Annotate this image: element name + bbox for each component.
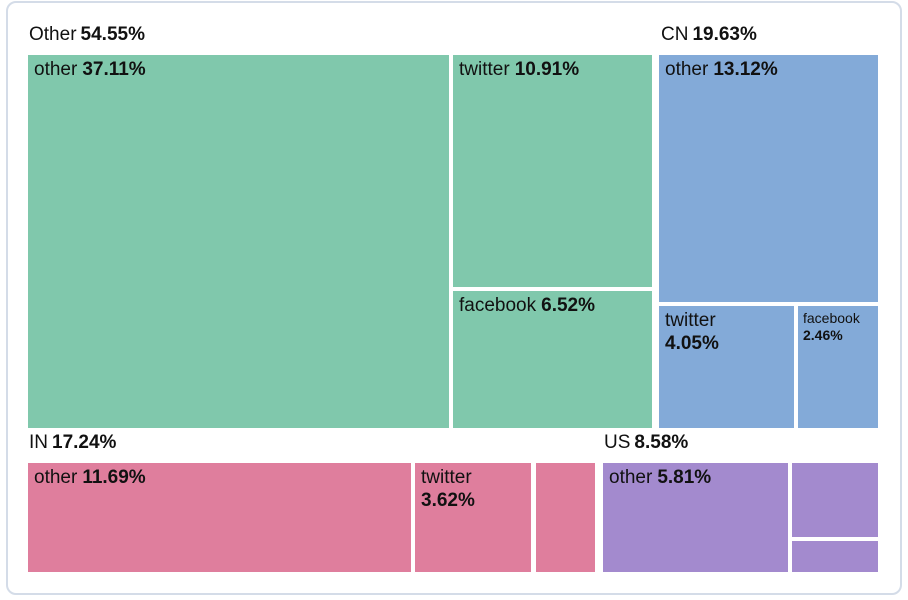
tile-label: facebook — [459, 295, 537, 316]
group-label: IN — [29, 432, 48, 453]
group-header-cn: CN 19.63% — [661, 24, 757, 46]
tile-in-other[interactable]: other 11.69% — [28, 463, 411, 572]
tile-percent: 13.12% — [713, 59, 778, 80]
tile-label: twitter — [421, 467, 472, 488]
group-header-us: US 8.58% — [604, 432, 688, 454]
tile-cn-other[interactable]: other 13.12% — [659, 55, 878, 302]
tile-other-other[interactable]: other 37.11% — [28, 55, 449, 428]
group-percent: 17.24% — [52, 432, 117, 453]
group-header-other: Other 54.55% — [29, 24, 145, 46]
tile-us-other[interactable]: other 5.81% — [603, 463, 788, 572]
tile-label: other — [34, 59, 78, 80]
tile-label: other — [609, 467, 653, 488]
tile-other-facebook[interactable]: facebook 6.52% — [453, 291, 652, 428]
tile-percent: 6.52% — [541, 295, 595, 316]
tile-cn-twitter[interactable]: twitter 4.05% — [659, 306, 794, 428]
tile-in-twitter[interactable]: twitter 3.62% — [415, 463, 531, 572]
tile-us-unlabeled-top[interactable] — [792, 463, 878, 537]
group-percent: 8.58% — [634, 432, 689, 453]
group-label: Other — [29, 24, 77, 45]
tile-percent: 3.62% — [421, 490, 475, 511]
tile-label: facebook — [803, 310, 860, 326]
group-header-in: IN 17.24% — [29, 432, 116, 454]
group-percent: 54.55% — [80, 24, 145, 45]
tile-label: twitter — [459, 59, 510, 80]
tile-percent: 10.91% — [514, 59, 580, 80]
tile-label: twitter — [665, 310, 716, 331]
tile-percent: 11.69% — [82, 467, 146, 488]
group-label: US — [604, 432, 631, 453]
tile-percent: 5.81% — [657, 467, 712, 488]
tile-cn-facebook[interactable]: facebook 2.46% — [798, 306, 878, 428]
tile-label: other — [34, 467, 78, 488]
tile-percent: 37.11% — [82, 59, 146, 80]
tile-percent: 4.05% — [665, 333, 719, 354]
group-label: CN — [661, 24, 689, 45]
tile-us-unlabeled-bottom[interactable] — [792, 541, 878, 572]
tile-other-twitter[interactable]: twitter 10.91% — [453, 55, 652, 287]
tile-label: other — [665, 59, 709, 80]
tile-percent: 2.46% — [803, 327, 843, 343]
tile-in-unlabeled[interactable] — [536, 463, 595, 572]
group-percent: 19.63% — [692, 24, 757, 45]
